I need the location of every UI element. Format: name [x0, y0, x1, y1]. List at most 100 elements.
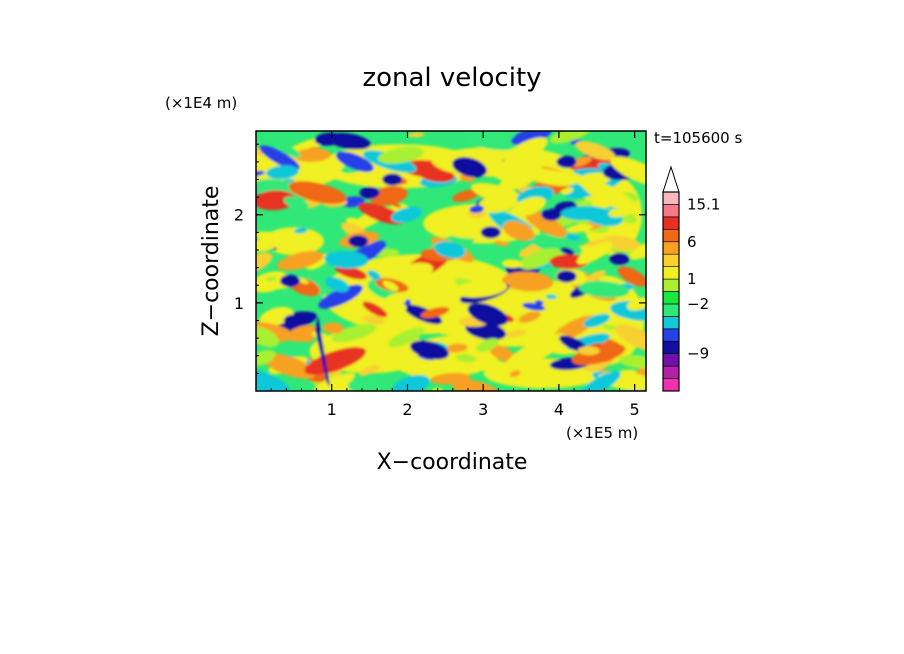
field-patch — [511, 196, 546, 217]
field-patch — [293, 148, 332, 162]
field-patch — [617, 266, 646, 287]
field-patch — [618, 354, 646, 369]
field-patch — [367, 270, 381, 281]
field-patch — [341, 196, 365, 208]
time-label: t=105600 s — [654, 129, 742, 147]
field-patch — [452, 157, 487, 178]
field-patch — [388, 355, 447, 380]
field-patch — [259, 145, 300, 170]
colorbar-tick-label: −9 — [687, 345, 709, 363]
field-core — [283, 314, 304, 327]
field-patch — [410, 340, 449, 360]
field-patch — [335, 151, 374, 173]
field-patch — [430, 372, 471, 385]
field-patch — [429, 216, 485, 239]
field-region — [263, 227, 324, 256]
field-patch — [565, 224, 593, 233]
field-patch — [445, 343, 468, 353]
field-patch — [509, 370, 521, 377]
field-patch — [348, 379, 382, 391]
field-patch — [362, 301, 388, 318]
field-patch — [478, 193, 517, 213]
y-axis-ticks: 12 — [234, 143, 646, 374]
field-patch — [467, 302, 508, 326]
field-core — [609, 252, 630, 265]
field-core — [480, 226, 501, 239]
chart-title: zonal velocity — [362, 63, 541, 93]
field-patch — [545, 294, 557, 300]
field-patch — [626, 297, 646, 311]
field-patch — [275, 142, 301, 158]
field-patch — [565, 233, 581, 241]
y-tick-label: 2 — [234, 206, 244, 225]
field-patch — [576, 294, 592, 304]
x-axis-label: X−coordinate — [377, 450, 528, 475]
field-patch — [493, 240, 510, 247]
field-patch — [560, 247, 575, 255]
field-patch — [324, 277, 350, 293]
plot-frame — [255, 130, 647, 392]
colorbar-level — [662, 191, 680, 205]
x-scale-note: (×1E5 m) — [566, 424, 638, 442]
field-patch — [560, 205, 608, 221]
colorbar: 15.1 6 1 −2 −9 — [662, 165, 720, 392]
colorbar-level — [662, 229, 680, 243]
field-patch — [602, 324, 619, 331]
field-patch — [501, 360, 526, 369]
field-patch — [314, 372, 356, 391]
field-patch — [602, 235, 642, 251]
field-patch — [489, 344, 516, 363]
field-patch — [322, 322, 344, 334]
field-patch — [276, 251, 324, 271]
field-patch — [283, 196, 309, 210]
field-blobs — [256, 131, 646, 391]
colorbar-tick-label: 6 — [687, 233, 697, 251]
field-patch — [346, 217, 358, 224]
field-core — [280, 274, 301, 287]
y-axis-label: Z−coordinate — [199, 186, 224, 337]
field-patch — [486, 160, 524, 183]
field-patch — [583, 313, 611, 328]
field-patch — [266, 165, 299, 180]
field-patch — [431, 160, 455, 173]
field-patch — [577, 346, 600, 356]
field-patch — [550, 131, 593, 144]
field-patch — [524, 210, 567, 238]
field-patch — [502, 220, 535, 241]
field-patch — [256, 366, 290, 391]
colorbar-level — [662, 303, 680, 317]
field-patch — [476, 338, 499, 353]
x-tick-label: 3 — [478, 400, 488, 419]
field-patch — [455, 354, 477, 363]
field-patch — [473, 357, 505, 372]
field-patch — [390, 206, 423, 223]
field-patch — [314, 132, 343, 146]
field-patch — [635, 365, 646, 378]
field-patch — [434, 241, 466, 259]
colorbar-level — [662, 278, 680, 292]
field-patch — [393, 262, 434, 282]
colorbar-level — [662, 204, 680, 218]
field-patch — [256, 271, 289, 293]
field-patch — [505, 329, 527, 338]
field-core — [556, 270, 577, 283]
colorbar-tick-label: 1 — [687, 270, 697, 288]
field-patch — [525, 168, 576, 187]
field-patch — [256, 190, 296, 211]
field-patch — [382, 280, 399, 292]
field-patch — [465, 131, 525, 151]
field-core — [348, 235, 369, 248]
field-patch — [518, 311, 541, 323]
field-patch — [304, 347, 366, 375]
field-patch — [504, 137, 548, 165]
colorbar-level — [662, 291, 680, 305]
field-patch — [331, 323, 377, 343]
field-patch — [261, 352, 316, 379]
field-patch — [318, 284, 363, 309]
colorbar-level — [662, 365, 680, 379]
colorbar-tick-label: 15.1 — [687, 195, 720, 213]
field-patch — [288, 181, 347, 204]
field-core — [359, 186, 380, 199]
field-streak — [315, 316, 331, 387]
